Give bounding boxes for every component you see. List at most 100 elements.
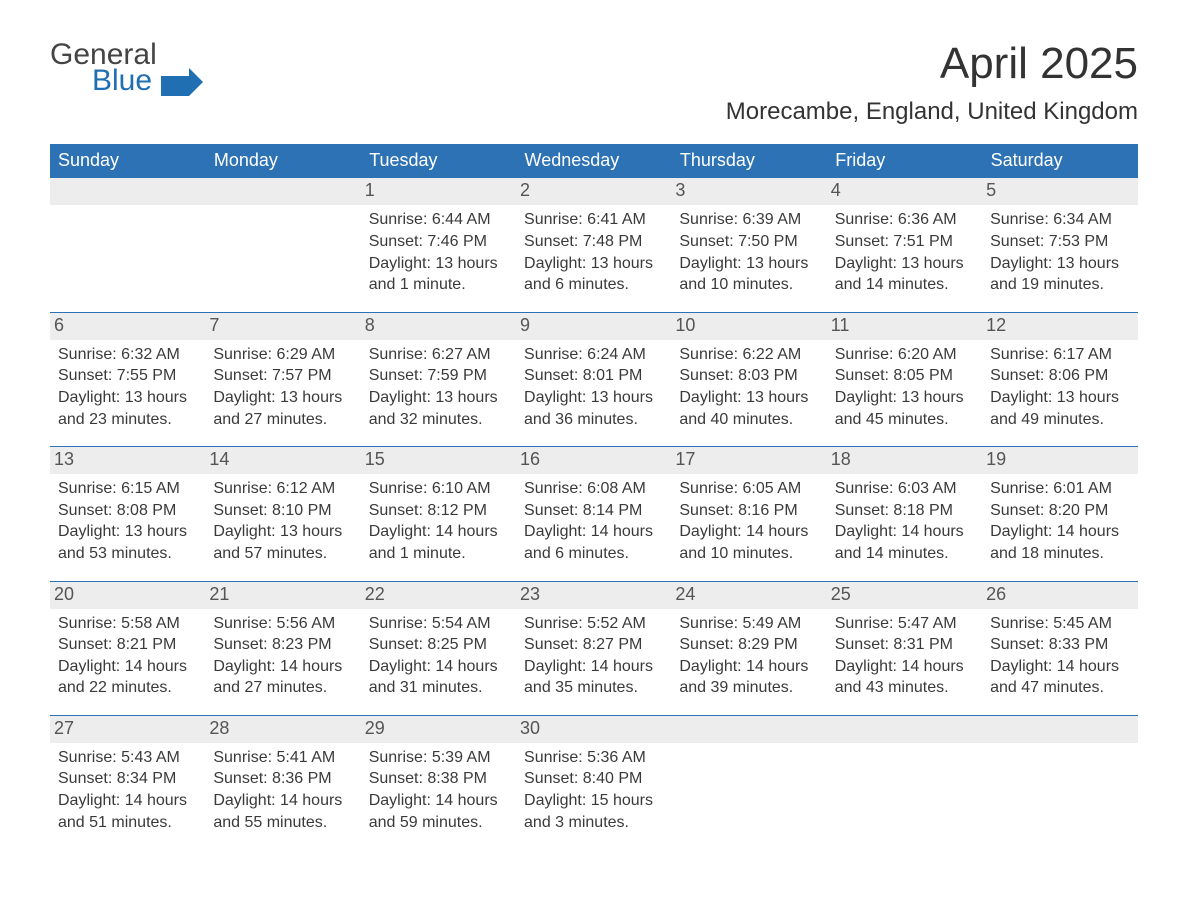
day-info: Sunrise: 5:43 AMSunset: 8:34 PMDaylight:… bbox=[58, 747, 197, 833]
daylight-text: Daylight: 13 hours and 36 minutes. bbox=[524, 387, 663, 430]
day-number: 12 bbox=[982, 313, 1137, 340]
day-info: Sunrise: 5:45 AMSunset: 8:33 PMDaylight:… bbox=[990, 613, 1129, 699]
sunset-text: Sunset: 7:51 PM bbox=[835, 231, 974, 253]
daylight-text: Daylight: 13 hours and 32 minutes. bbox=[369, 387, 508, 430]
calendar-day-cell: 22Sunrise: 5:54 AMSunset: 8:25 PMDayligh… bbox=[361, 581, 516, 715]
sunset-text: Sunset: 8:36 PM bbox=[213, 768, 352, 790]
daylight-text: Daylight: 14 hours and 51 minutes. bbox=[58, 790, 197, 833]
day-info: Sunrise: 6:05 AMSunset: 8:16 PMDaylight:… bbox=[679, 478, 818, 564]
day-number: 4 bbox=[827, 178, 982, 205]
day-number: 8 bbox=[361, 313, 516, 340]
sunrise-text: Sunrise: 6:03 AM bbox=[835, 478, 974, 500]
weekday-header: Thursday bbox=[671, 144, 826, 178]
sunset-text: Sunset: 8:23 PM bbox=[213, 634, 352, 656]
day-number: 21 bbox=[205, 582, 360, 609]
daylight-text: Daylight: 14 hours and 6 minutes. bbox=[524, 521, 663, 564]
daylight-text: Daylight: 13 hours and 49 minutes. bbox=[990, 387, 1129, 430]
sunset-text: Sunset: 8:08 PM bbox=[58, 500, 197, 522]
day-info: Sunrise: 5:49 AMSunset: 8:29 PMDaylight:… bbox=[679, 613, 818, 699]
day-number: 28 bbox=[205, 716, 360, 743]
sunrise-text: Sunrise: 5:41 AM bbox=[213, 747, 352, 769]
calendar-week-row: 27Sunrise: 5:43 AMSunset: 8:34 PMDayligh… bbox=[50, 715, 1138, 849]
calendar-day-cell: 24 Sunrise: 5:49 AMSunset: 8:29 PMDayligh… bbox=[671, 581, 826, 715]
daylight-text: Daylight: 14 hours and 10 minutes. bbox=[679, 521, 818, 564]
calendar-day-cell: 28 Sunrise: 5:41 AMSunset: 8:36 PMDayligh… bbox=[205, 715, 360, 849]
day-info: Sunrise: 6:03 AMSunset: 8:18 PMDaylight:… bbox=[835, 478, 974, 564]
sunset-text: Sunset: 8:18 PM bbox=[835, 500, 974, 522]
sunrise-text: Sunrise: 5:54 AM bbox=[369, 613, 508, 635]
calendar-day-cell: 30 Sunrise: 5:36 AMSunset: 8:40 PMDayligh… bbox=[516, 715, 671, 849]
calendar-day-cell: 18 Sunrise: 6:03 AMSunset: 8:18 PMDayligh… bbox=[827, 447, 982, 581]
sunrise-text: Sunrise: 6:10 AM bbox=[369, 478, 508, 500]
day-info: Sunrise: 6:10 AMSunset: 8:12 PMDaylight:… bbox=[369, 478, 508, 564]
daylight-text: Daylight: 14 hours and 39 minutes. bbox=[679, 656, 818, 699]
day-number: 5 bbox=[982, 178, 1137, 205]
weekday-header-row: Sunday Monday Tuesday Wednesday Thursday… bbox=[50, 144, 1138, 178]
daylight-text: Daylight: 14 hours and 55 minutes. bbox=[213, 790, 352, 833]
daylight-text: Daylight: 14 hours and 47 minutes. bbox=[990, 656, 1129, 699]
sunset-text: Sunset: 7:55 PM bbox=[58, 365, 197, 387]
day-number bbox=[671, 716, 826, 743]
sunrise-text: Sunrise: 6:24 AM bbox=[524, 344, 663, 366]
day-number: 18 bbox=[827, 447, 982, 474]
sunrise-text: Sunrise: 5:52 AM bbox=[524, 613, 663, 635]
day-number: 14 bbox=[205, 447, 360, 474]
sunrise-text: Sunrise: 6:05 AM bbox=[679, 478, 818, 500]
day-number: 11 bbox=[827, 313, 982, 340]
day-info: Sunrise: 5:58 AMSunset: 8:21 PMDaylight:… bbox=[58, 613, 197, 699]
calendar-day-cell: 4Sunrise: 6:36 AMSunset: 7:51 PMDaylight… bbox=[827, 178, 982, 312]
sunrise-text: Sunrise: 5:49 AM bbox=[679, 613, 818, 635]
daylight-text: Daylight: 14 hours and 1 minute. bbox=[369, 521, 508, 564]
sunrise-text: Sunrise: 6:36 AM bbox=[835, 209, 974, 231]
daylight-text: Daylight: 13 hours and 45 minutes. bbox=[835, 387, 974, 430]
day-number: 23 bbox=[516, 582, 671, 609]
day-number: 7 bbox=[205, 313, 360, 340]
day-number: 30 bbox=[516, 716, 671, 743]
day-info: Sunrise: 6:17 AMSunset: 8:06 PMDaylight:… bbox=[990, 344, 1129, 430]
day-info: Sunrise: 5:56 AMSunset: 8:23 PMDaylight:… bbox=[213, 613, 352, 699]
sunrise-text: Sunrise: 5:36 AM bbox=[524, 747, 663, 769]
daylight-text: Daylight: 13 hours and 19 minutes. bbox=[990, 253, 1129, 296]
day-number: 10 bbox=[671, 313, 826, 340]
day-info: Sunrise: 6:12 AMSunset: 8:10 PMDaylight:… bbox=[213, 478, 352, 564]
sunset-text: Sunset: 8:29 PM bbox=[679, 634, 818, 656]
day-number: 24 bbox=[671, 582, 826, 609]
sunset-text: Sunset: 8:34 PM bbox=[58, 768, 197, 790]
day-info: Sunrise: 5:41 AMSunset: 8:36 PMDaylight:… bbox=[213, 747, 352, 833]
daylight-text: Daylight: 13 hours and 23 minutes. bbox=[58, 387, 197, 430]
day-number: 1 bbox=[361, 178, 516, 205]
calendar-day-cell: 12 Sunrise: 6:17 AMSunset: 8:06 PMDayligh… bbox=[982, 312, 1137, 446]
calendar-day-cell: 10Sunrise: 6:22 AMSunset: 8:03 PMDayligh… bbox=[671, 312, 826, 446]
flag-icon bbox=[161, 68, 203, 96]
calendar-day-cell: 1Sunrise: 6:44 AMSunset: 7:46 PMDaylight… bbox=[361, 178, 516, 312]
calendar-day-cell bbox=[982, 715, 1137, 849]
sunset-text: Sunset: 8:40 PM bbox=[524, 768, 663, 790]
sunset-text: Sunset: 7:48 PM bbox=[524, 231, 663, 253]
day-number bbox=[827, 716, 982, 743]
sunrise-text: Sunrise: 6:22 AM bbox=[679, 344, 818, 366]
daylight-text: Daylight: 13 hours and 53 minutes. bbox=[58, 521, 197, 564]
weekday-header: Friday bbox=[827, 144, 982, 178]
calendar-week-row: 1Sunrise: 6:44 AMSunset: 7:46 PMDaylight… bbox=[50, 178, 1138, 312]
calendar-day-cell: 14 Sunrise: 6:12 AMSunset: 8:10 PMDayligh… bbox=[205, 447, 360, 581]
weekday-header: Tuesday bbox=[361, 144, 516, 178]
sunrise-text: Sunrise: 6:17 AM bbox=[990, 344, 1129, 366]
sunrise-text: Sunrise: 6:01 AM bbox=[990, 478, 1129, 500]
sunset-text: Sunset: 8:10 PM bbox=[213, 500, 352, 522]
daylight-text: Daylight: 14 hours and 14 minutes. bbox=[835, 521, 974, 564]
day-info: Sunrise: 6:32 AMSunset: 7:55 PMDaylight:… bbox=[58, 344, 197, 430]
day-number bbox=[982, 716, 1137, 743]
day-info: Sunrise: 6:39 AMSunset: 7:50 PMDaylight:… bbox=[679, 209, 818, 295]
calendar-day-cell: 2Sunrise: 6:41 AMSunset: 7:48 PMDaylight… bbox=[516, 178, 671, 312]
sunrise-text: Sunrise: 5:58 AM bbox=[58, 613, 197, 635]
weekday-header: Monday bbox=[205, 144, 360, 178]
sunset-text: Sunset: 8:12 PM bbox=[369, 500, 508, 522]
day-info: Sunrise: 6:34 AMSunset: 7:53 PMDaylight:… bbox=[990, 209, 1129, 295]
daylight-text: Daylight: 15 hours and 3 minutes. bbox=[524, 790, 663, 833]
sunset-text: Sunset: 8:21 PM bbox=[58, 634, 197, 656]
logo-text-block: General Blue bbox=[50, 40, 157, 96]
day-number: 3 bbox=[671, 178, 826, 205]
day-number: 9 bbox=[516, 313, 671, 340]
day-info: Sunrise: 5:47 AMSunset: 8:31 PMDaylight:… bbox=[835, 613, 974, 699]
sunrise-text: Sunrise: 6:41 AM bbox=[524, 209, 663, 231]
